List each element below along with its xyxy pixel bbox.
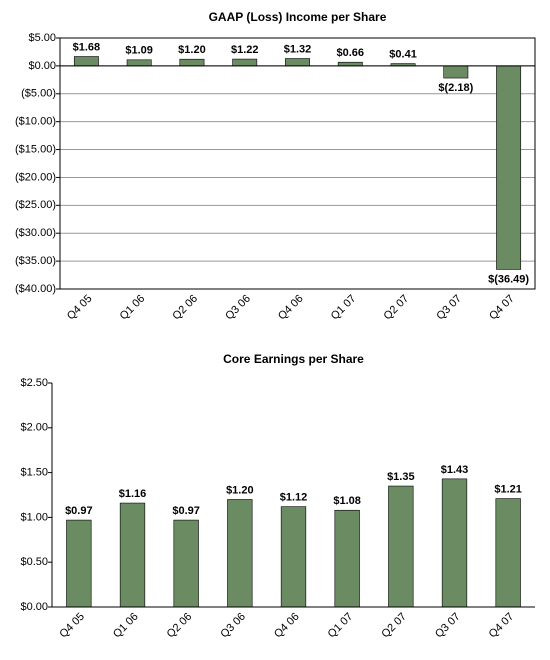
x-tick-label: Q4 05 xyxy=(57,611,87,641)
x-tick-label: Q4 07 xyxy=(487,293,517,323)
bar xyxy=(441,478,468,608)
bar xyxy=(66,519,92,608)
x-tick-label: Q2 06 xyxy=(170,293,200,323)
x-tick-label: Q1 07 xyxy=(329,293,359,323)
bar xyxy=(334,509,360,608)
value-label: $1.68 xyxy=(73,41,101,53)
x-tick-label: Q3 07 xyxy=(433,611,463,641)
bar xyxy=(388,485,414,608)
plot-frame xyxy=(59,37,536,290)
y-tick-label: ($5.00) xyxy=(21,88,56,100)
value-label: $1.08 xyxy=(333,495,361,507)
x-tick-label: Q4 05 xyxy=(65,293,95,323)
y-tick-label: $2.00 xyxy=(20,422,48,434)
bar xyxy=(280,506,307,608)
y-tick-label: $0.00 xyxy=(20,601,48,613)
x-tick-label: Q3 06 xyxy=(218,611,248,641)
chart-title: Core Earnings per Share xyxy=(223,352,364,366)
y-tick-label: ($40.00) xyxy=(15,283,56,295)
bar xyxy=(179,58,205,67)
y-tick-label: $0.00 xyxy=(28,60,56,72)
y-tick-label: $0.50 xyxy=(20,556,48,568)
value-label: $1.35 xyxy=(387,471,415,483)
value-label: $0.97 xyxy=(172,505,200,517)
bar xyxy=(285,58,310,67)
value-label: $1.09 xyxy=(125,45,153,57)
x-tick-label: Q1 06 xyxy=(111,611,141,641)
value-label: $1.20 xyxy=(178,44,206,56)
value-label: $0.66 xyxy=(337,47,365,59)
y-tick-label: ($20.00) xyxy=(15,171,56,183)
value-label: $(2.18) xyxy=(438,82,473,94)
x-tick-label: Q4 06 xyxy=(276,293,306,323)
x-tick-label: Q4 07 xyxy=(487,611,517,641)
bar xyxy=(73,56,99,67)
y-tick-label: ($25.00) xyxy=(15,199,56,211)
bar xyxy=(496,65,522,270)
value-label: $(36.49) xyxy=(488,273,529,285)
x-tick-label: Q2 07 xyxy=(379,611,409,641)
bar xyxy=(443,65,469,79)
x-tick-label: Q2 07 xyxy=(382,293,412,323)
y-tick-label: $1.00 xyxy=(20,511,48,523)
x-tick-label: Q3 07 xyxy=(434,293,464,323)
x-tick-label: Q2 06 xyxy=(165,611,195,641)
bar xyxy=(337,61,363,67)
bar xyxy=(232,58,258,67)
y-tick-label: $2.50 xyxy=(20,377,48,389)
value-label: $1.22 xyxy=(231,44,259,56)
bar xyxy=(126,59,152,67)
y-tick-label: $5.00 xyxy=(28,32,56,44)
value-label: $1.16 xyxy=(119,488,147,500)
x-tick-label: Q4 06 xyxy=(272,611,302,641)
bar xyxy=(119,502,146,608)
value-label: $1.32 xyxy=(284,43,312,55)
value-label: $0.41 xyxy=(389,49,417,61)
x-tick-label: Q1 06 xyxy=(118,293,148,323)
bar xyxy=(227,499,253,608)
y-tick-label: ($15.00) xyxy=(15,143,56,155)
value-label: $1.20 xyxy=(226,484,254,496)
value-label: $0.97 xyxy=(65,505,93,517)
bar xyxy=(173,519,199,608)
y-tick-label: ($30.00) xyxy=(15,227,56,239)
chart-title: GAAP (Loss) Income per Share xyxy=(209,10,387,24)
y-tick-label: ($10.00) xyxy=(15,116,56,128)
value-label: $1.21 xyxy=(494,483,522,495)
x-tick-label: Q1 07 xyxy=(326,611,356,641)
bar xyxy=(495,498,521,608)
x-tick-label: Q3 06 xyxy=(223,293,253,323)
y-tick-label: ($35.00) xyxy=(15,255,56,267)
value-label: $1.12 xyxy=(280,492,308,504)
y-tick-label: $1.50 xyxy=(20,467,48,479)
value-label: $1.43 xyxy=(441,464,469,476)
